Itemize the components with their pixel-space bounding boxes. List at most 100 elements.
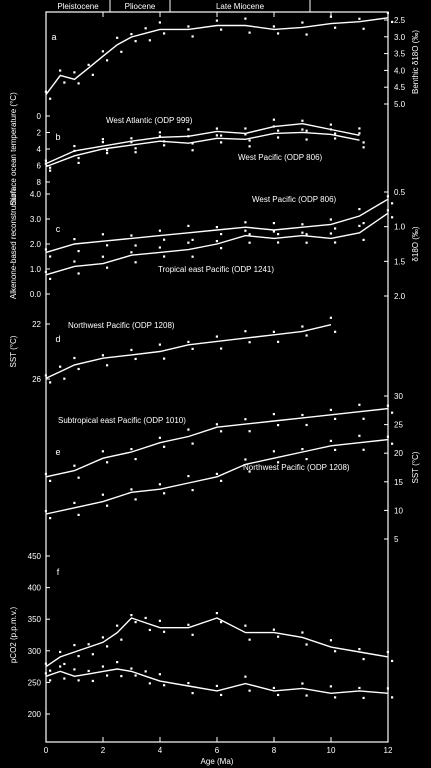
- panel-letter: c: [56, 224, 61, 234]
- data-point: [116, 661, 119, 664]
- data-point: [358, 224, 361, 227]
- x-tick-label: 4: [158, 746, 163, 755]
- data-point: [158, 436, 161, 439]
- data-point: [106, 645, 109, 648]
- data-point: [329, 218, 332, 221]
- y-tick-label: 4: [37, 145, 42, 154]
- data-point: [101, 138, 104, 141]
- y-tick-label: 400: [28, 584, 42, 593]
- series-line: [45, 17, 389, 96]
- data-point: [386, 195, 389, 198]
- data-point: [77, 367, 80, 371]
- y-tick-label: 26: [32, 375, 41, 384]
- data-point: [59, 365, 62, 368]
- right-tick-label: 2.0: [394, 292, 406, 301]
- data-point: [158, 135, 161, 138]
- data-point: [163, 144, 166, 147]
- data-point: [334, 137, 337, 140]
- data-point: [301, 231, 304, 234]
- data-point: [334, 132, 337, 135]
- data-point: [215, 684, 218, 688]
- y-tick-label: 4.5: [394, 83, 406, 92]
- data-point: [73, 356, 76, 360]
- data-point: [277, 424, 280, 427]
- data-point: [134, 151, 137, 154]
- data-point: [187, 128, 190, 131]
- data-point: [120, 638, 123, 641]
- data-point: [386, 650, 389, 654]
- data-point: [329, 639, 332, 642]
- data-point: [305, 458, 308, 461]
- y-tick-label: 2.5: [394, 16, 406, 25]
- data-point: [301, 448, 304, 451]
- data-point: [130, 667, 133, 670]
- data-point: [44, 162, 47, 165]
- data-point: [386, 209, 389, 212]
- x-tick-label: 8: [272, 746, 277, 755]
- data-point: [272, 222, 275, 225]
- data-point: [329, 232, 332, 235]
- data-point: [130, 488, 133, 491]
- data-point: [334, 26, 337, 29]
- data-point: [49, 669, 52, 672]
- data-point: [163, 630, 166, 633]
- data-point: [362, 222, 365, 225]
- y-tick-label: 250: [28, 678, 42, 687]
- right-tick-label: 1.0: [394, 223, 406, 232]
- data-point: [386, 687, 389, 690]
- data-point: [277, 136, 280, 139]
- y-axis-label: Surface ocean temperature (°C): [9, 92, 18, 206]
- data-point: [59, 665, 62, 668]
- data-point: [301, 682, 304, 685]
- data-point: [277, 32, 280, 35]
- series-label: Tropical east Pacific (ODP 1241): [158, 265, 274, 274]
- plot-frame: [45, 11, 389, 743]
- data-point: [77, 250, 80, 253]
- data-point: [391, 659, 394, 663]
- data-point: [362, 27, 365, 30]
- data-point: [248, 470, 251, 473]
- data-point: [101, 255, 104, 258]
- data-point: [148, 39, 151, 42]
- data-point: [163, 357, 166, 360]
- data-point: [120, 50, 123, 53]
- data-point: [101, 665, 104, 668]
- data-point: [49, 277, 52, 280]
- series-label: Northwest Pacific (ODP 1208): [68, 321, 175, 330]
- data-point: [272, 628, 275, 631]
- data-point: [187, 224, 190, 227]
- data-point: [134, 147, 137, 150]
- data-point: [130, 348, 133, 352]
- data-point: [73, 668, 76, 671]
- y-tick-label: 30: [394, 392, 403, 401]
- data-point: [329, 15, 332, 18]
- data-point: [215, 472, 218, 475]
- panel-letter: e: [55, 447, 60, 457]
- data-point: [220, 134, 223, 137]
- data-point: [91, 679, 94, 683]
- data-point: [120, 675, 123, 678]
- data-point: [362, 448, 365, 451]
- data-point: [106, 461, 109, 464]
- data-point: [106, 244, 109, 247]
- data-point: [73, 149, 76, 153]
- data-point: [163, 445, 166, 448]
- data-point: [301, 325, 304, 328]
- data-point: [220, 233, 223, 236]
- data-point: [91, 653, 94, 656]
- data-point: [305, 334, 308, 337]
- data-point: [73, 501, 76, 504]
- data-point: [248, 689, 251, 692]
- x-tick-label: 6: [215, 746, 220, 755]
- y-tick-label: 450: [28, 552, 42, 561]
- data-point: [134, 261, 137, 264]
- data-point: [220, 430, 223, 433]
- data-point: [244, 675, 247, 678]
- data-point: [391, 696, 394, 699]
- data-point: [277, 129, 280, 132]
- data-point: [220, 247, 223, 250]
- data-point: [63, 662, 66, 666]
- data-point: [248, 341, 251, 344]
- y-axis-label: pCO2 (p.p.m.v.): [9, 607, 18, 664]
- data-point: [362, 141, 365, 144]
